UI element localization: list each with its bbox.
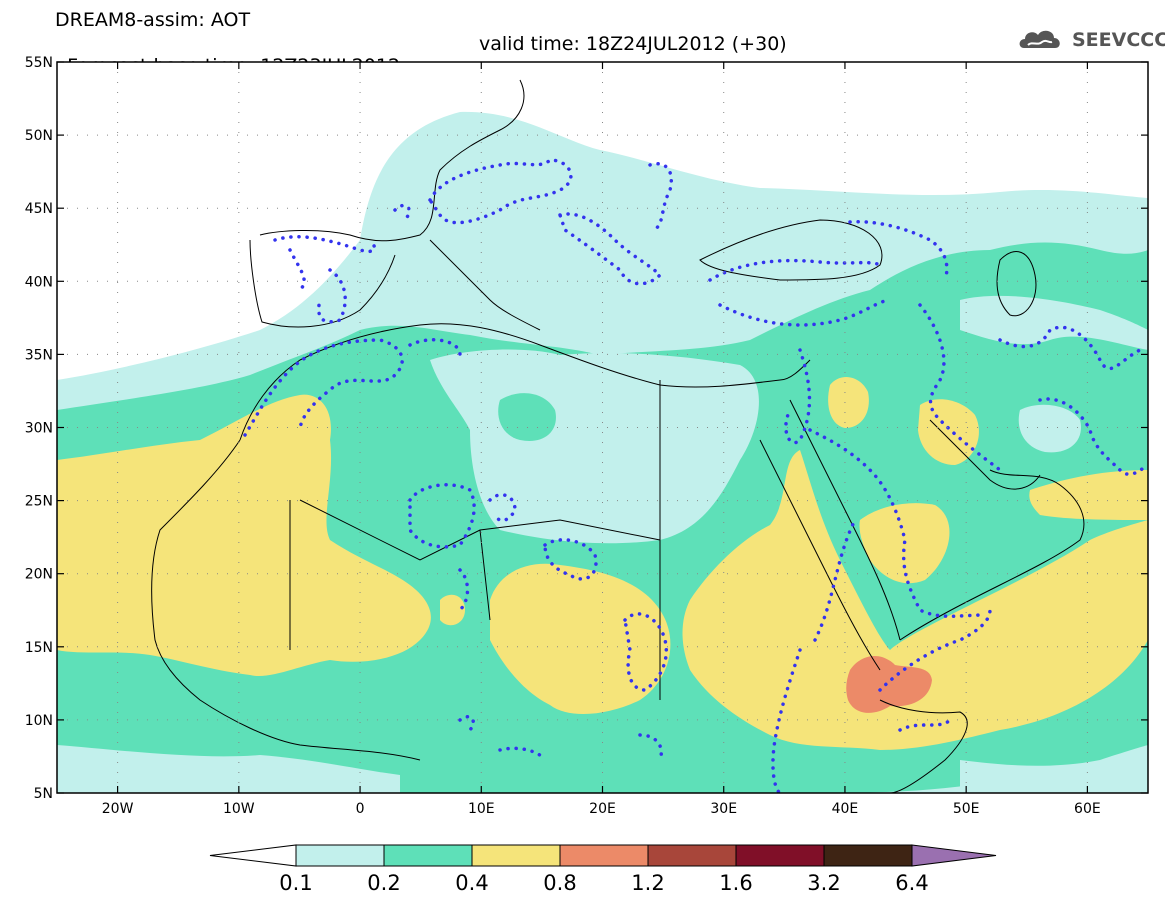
colorbar-level-label: 1.6 bbox=[719, 871, 752, 895]
colorbar-level-label: 1.2 bbox=[631, 871, 664, 895]
aot-field-0.1-south bbox=[57, 745, 400, 793]
logo-text: SEEVCCC bbox=[1072, 29, 1165, 51]
colorbar-level-label: 0.4 bbox=[455, 871, 488, 895]
lon-tick-label: 50E bbox=[953, 801, 980, 817]
contour-arabia-west bbox=[808, 428, 987, 618]
lat-tick-label: 50N bbox=[25, 128, 53, 144]
lon-tick-label: 10W bbox=[223, 801, 255, 817]
colorbar-swatch bbox=[735, 844, 825, 867]
lat-tick-label: 55N bbox=[25, 55, 53, 71]
contour-tibesti bbox=[458, 538, 598, 612]
colorbar-level-label: 6.4 bbox=[895, 871, 928, 895]
contour-yemen bbox=[878, 608, 992, 692]
map-axes: 55N 50N 45N 40N 35N 30N 25N 20N 15N 10N 5N 20W 10W 0 1… bbox=[25, 55, 1148, 817]
contour-chad-sudan bbox=[623, 612, 668, 692]
coast-europe bbox=[259, 79, 541, 331]
colorbar-level-label: 0.1 bbox=[279, 871, 312, 895]
aot-field-0.4-niger-spot bbox=[440, 594, 465, 626]
lat-tick-label: 15N bbox=[25, 640, 53, 656]
lon-tick-label: 60E bbox=[1074, 801, 1101, 817]
lon-tick-label: 20W bbox=[102, 801, 134, 817]
lon-tick-label: 30E bbox=[710, 801, 737, 817]
aot-field-0.1-southeast bbox=[960, 745, 1148, 793]
colorbar-level-label: 3.2 bbox=[807, 871, 840, 895]
contour-gulf-of-guinea bbox=[458, 715, 663, 762]
coast-persian-gulf bbox=[929, 419, 1041, 490]
aot-field-0.4-westafrica bbox=[57, 394, 431, 677]
colorbar-swatch bbox=[471, 844, 561, 867]
lon-tick-label: 10E bbox=[468, 801, 495, 817]
coast-arabia bbox=[899, 469, 1085, 641]
contour-alps bbox=[393, 158, 573, 225]
contour-iberia bbox=[273, 234, 377, 324]
lon-tick-label: 40E bbox=[832, 801, 859, 817]
aot-field-0.4-chad bbox=[490, 563, 671, 715]
lat-tick-label: 30N bbox=[25, 421, 53, 437]
aot-field-0.1-iran bbox=[1018, 404, 1081, 453]
contour-arabia-east bbox=[1038, 397, 1148, 476]
lat-tick-label: 20N bbox=[25, 567, 53, 583]
lat-tick-label: 45N bbox=[25, 201, 53, 217]
cloud-logo-icon bbox=[1019, 30, 1060, 48]
contour-ethiopia bbox=[771, 518, 952, 793]
aot-field-0.4-sudan bbox=[682, 450, 1148, 750]
colorbar-swatch bbox=[383, 844, 473, 867]
colorbar-level-label: 0.8 bbox=[543, 871, 576, 895]
aot-field-0.1-asia bbox=[960, 295, 1148, 350]
coast-horn-africa bbox=[879, 699, 968, 793]
coast-west-africa bbox=[151, 439, 421, 761]
valid-time-label: valid time: 18Z24JUL2012 (+30) bbox=[479, 33, 787, 55]
lat-tick-label: 5N bbox=[34, 786, 53, 802]
colorbar-swatch bbox=[559, 844, 649, 867]
aot-field-0.4-gulf bbox=[918, 399, 979, 465]
coast-red-sea bbox=[759, 399, 901, 671]
aot-field-0.4-oman bbox=[1029, 470, 1148, 520]
coast-black-sea bbox=[699, 219, 883, 281]
lon-tick-label: 20E bbox=[589, 801, 616, 817]
colorbar-swatch bbox=[647, 844, 737, 867]
lat-tick-label: 40N bbox=[25, 274, 53, 290]
lat-tick-label: 35N bbox=[25, 347, 53, 363]
border-africa bbox=[289, 380, 661, 700]
colorbar-swatch bbox=[295, 844, 385, 867]
map-title: DREAM8-assim: AOT bbox=[55, 9, 251, 31]
colorbar-level-label: 0.2 bbox=[367, 871, 400, 895]
contour-balkans bbox=[557, 162, 673, 286]
contour-turkey bbox=[708, 219, 949, 327]
lon-tick-label: 0 bbox=[356, 801, 365, 817]
contour-algeria bbox=[408, 338, 462, 357]
coastlines bbox=[151, 79, 1085, 793]
colorbar: 0.1 0.2 0.4 0.8 1.2 1.6 3.2 6.4 bbox=[209, 844, 997, 895]
colorbar-arrow-high bbox=[911, 844, 997, 867]
colorbar-swatch bbox=[823, 844, 913, 867]
coast-iberia bbox=[249, 239, 396, 328]
contour-morocco bbox=[243, 338, 404, 437]
aot-field-0.4-iraq bbox=[828, 376, 869, 428]
lat-tick-label: 10N bbox=[25, 713, 53, 729]
coast-caspian bbox=[996, 251, 1037, 317]
contour-iraq bbox=[784, 348, 812, 445]
coast-north-africa bbox=[239, 323, 811, 441]
dotted-contours bbox=[243, 158, 1148, 793]
aot-field-0.8-bab-el-mandeb bbox=[846, 655, 932, 713]
colorbar-arrow-low bbox=[209, 844, 297, 867]
contour-iran bbox=[918, 303, 1142, 472]
aot-fields bbox=[57, 62, 1148, 793]
aot-field-0.2-libya-patch bbox=[498, 393, 556, 441]
lat-tick-label: 25N bbox=[25, 494, 53, 510]
